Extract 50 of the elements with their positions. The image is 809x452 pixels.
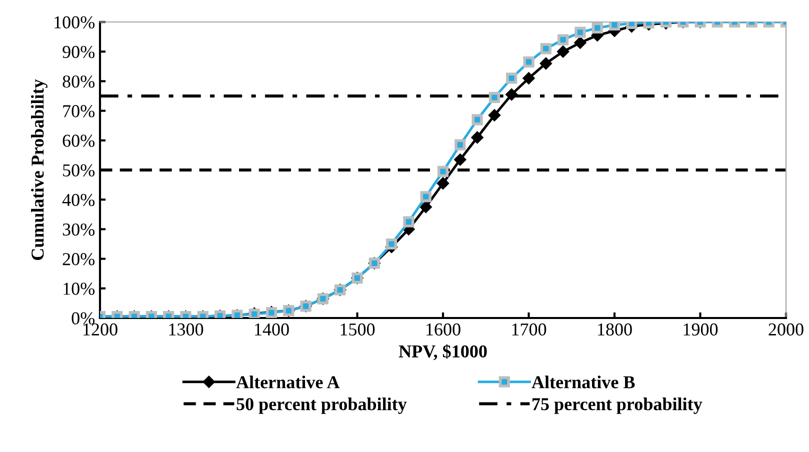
point — [454, 139, 466, 150]
point — [506, 88, 518, 101]
y-tick-label: 90% — [62, 46, 95, 58]
x-axis-title: NPV, $1000 — [398, 344, 487, 360]
y-tick-label: 0% — [72, 312, 95, 324]
x-tick-label: 1300 — [169, 323, 204, 336]
x-tick-label: 1400 — [255, 323, 289, 336]
point — [608, 22, 620, 31]
legend-label: Alternative B — [532, 376, 635, 388]
y-tick-label: 100% — [54, 16, 95, 28]
point — [523, 56, 534, 68]
point — [522, 72, 535, 84]
y-tick-label: 70% — [63, 105, 95, 118]
y-axis-title: Cumulative Probability — [31, 79, 48, 260]
y-tick-label: 20% — [62, 253, 95, 266]
y-tick-label: 40% — [62, 194, 95, 206]
point — [557, 34, 569, 46]
x-tick-label: 2000 — [768, 323, 804, 336]
point — [556, 46, 570, 58]
y-tick-label: 60% — [62, 134, 95, 147]
point — [488, 109, 501, 122]
point — [471, 131, 484, 144]
point — [420, 200, 432, 214]
point — [574, 36, 586, 49]
x-tick-label: 1700 — [512, 323, 546, 336]
x-tick-label: 1900 — [684, 323, 718, 336]
x-tick-label: 1200 — [84, 323, 118, 336]
legend-label: 50 percent probability — [236, 398, 407, 414]
point — [472, 114, 483, 126]
point — [436, 177, 450, 190]
x-tick-label: 1800 — [598, 323, 632, 336]
point — [420, 191, 432, 202]
point — [540, 57, 552, 70]
point — [403, 216, 414, 228]
legend-label: Alternative A — [236, 376, 340, 388]
y-tick-label: 30% — [62, 223, 95, 236]
point — [540, 43, 552, 54]
y-tick-label: 10% — [64, 282, 95, 295]
y-tick-label: 50% — [63, 164, 95, 176]
y-tick-label: 80% — [62, 75, 95, 88]
point — [488, 92, 500, 104]
point — [506, 72, 518, 84]
point — [574, 26, 586, 38]
point — [437, 166, 449, 178]
x-tick-label: 1500 — [340, 323, 375, 336]
legend-label: 75 percent probability — [532, 398, 702, 414]
point — [592, 22, 603, 34]
point — [454, 154, 466, 166]
x-tick-label: 1600 — [426, 323, 460, 336]
point — [386, 238, 398, 250]
